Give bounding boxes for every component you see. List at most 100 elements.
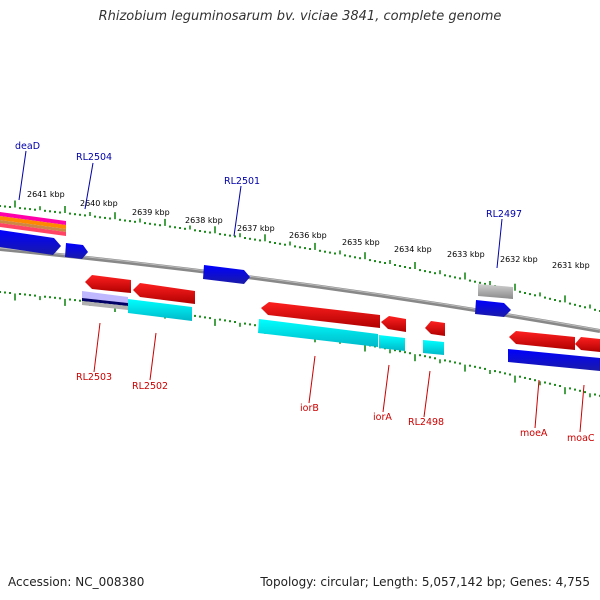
gene-arrow — [381, 316, 406, 332]
gene-label-RL2501: RL2501 — [224, 176, 260, 187]
minor-tick — [504, 372, 506, 375]
forward-strand-genes — [0, 230, 513, 317]
minor-tick — [69, 298, 71, 301]
minor-tick — [374, 260, 376, 263]
minor-tick — [94, 215, 96, 218]
minor-tick — [509, 373, 511, 376]
accession-text: Accession: NC_008380 — [8, 575, 145, 589]
minor-tick — [249, 237, 251, 240]
minor-tick — [89, 212, 91, 216]
major-tick — [464, 364, 466, 372]
minor-tick — [409, 352, 411, 355]
minor-tick — [479, 281, 481, 284]
minor-tick — [389, 349, 391, 354]
minor-tick — [199, 315, 201, 318]
minor-tick — [424, 270, 426, 273]
minor-tick — [529, 378, 531, 380]
scale-label: 2638 kbp — [185, 216, 223, 225]
minor-tick — [254, 324, 256, 327]
minor-tick — [109, 217, 111, 220]
gene-arrow — [0, 230, 61, 255]
minor-tick — [59, 211, 61, 214]
minor-tick — [334, 252, 336, 255]
minor-tick — [319, 249, 321, 252]
minor-tick — [9, 292, 11, 294]
minor-tick — [574, 388, 576, 391]
cds-features — [82, 291, 600, 371]
minor-tick — [149, 222, 151, 225]
gene-label-RL2503: RL2503 — [76, 372, 112, 383]
major-tick — [264, 234, 266, 242]
minor-tick — [44, 209, 46, 212]
minor-tick — [354, 256, 356, 259]
gene-label-moeA: moeA — [520, 428, 548, 439]
minor-tick — [249, 323, 251, 326]
minor-tick — [419, 269, 421, 272]
gene-arrow — [425, 321, 445, 336]
minor-tick — [469, 279, 471, 282]
minor-tick — [74, 213, 76, 216]
minor-tick — [479, 366, 481, 369]
minor-tick — [299, 246, 301, 249]
minor-tick — [474, 365, 476, 368]
minor-tick — [204, 230, 206, 233]
minor-tick — [394, 349, 396, 352]
major-tick — [514, 375, 516, 383]
minor-tick — [244, 237, 246, 239]
map-title: Rhizobium leguminosarum bv. viciae 3841,… — [98, 9, 502, 24]
major-tick — [64, 298, 66, 306]
major-tick — [114, 212, 116, 220]
minor-tick — [324, 250, 326, 253]
scale-label: 2639 kbp — [132, 208, 170, 217]
minor-tick — [439, 270, 441, 275]
minor-tick — [174, 226, 176, 229]
major-tick — [14, 200, 16, 208]
scale-label: 2635 kbp — [342, 238, 380, 247]
minor-tick — [204, 316, 206, 319]
minor-tick — [539, 381, 541, 386]
minor-tick — [589, 393, 591, 398]
deaD-feature — [0, 212, 66, 236]
gene-label-deaD: deaD — [15, 141, 40, 152]
minor-tick — [349, 255, 351, 258]
gene-label-RL2504: RL2504 — [76, 152, 112, 163]
minor-tick — [559, 300, 561, 303]
scale-label: 2640 kbp — [80, 199, 118, 208]
minor-tick — [254, 238, 256, 241]
minor-tick — [444, 274, 446, 277]
minor-tick — [454, 361, 456, 364]
minor-tick — [534, 379, 536, 382]
minor-tick — [49, 296, 51, 299]
minor-tick — [459, 362, 461, 365]
minor-tick — [74, 299, 76, 302]
minor-tick — [179, 227, 181, 229]
minor-tick — [159, 224, 161, 227]
minor-tick — [9, 206, 11, 208]
scale-labels: 2641 kbp 2640 kbp 2639 kbp 2638 kbp 2637… — [27, 190, 590, 270]
gene-label-iorA: iorA — [373, 412, 392, 423]
minor-tick — [224, 233, 226, 236]
minor-tick — [404, 266, 406, 268]
gene-label-iorB: iorB — [300, 403, 319, 414]
label-leaders — [18, 150, 585, 433]
minor-tick — [449, 360, 451, 363]
scale-label: 2634 kbp — [394, 245, 432, 254]
minor-tick — [24, 207, 26, 210]
gene-arrow — [261, 302, 380, 328]
minor-tick — [144, 222, 146, 225]
minor-tick — [54, 296, 56, 299]
minor-tick — [329, 251, 331, 254]
minor-tick — [259, 239, 261, 242]
gene-arrow — [575, 337, 600, 352]
major-tick — [414, 354, 416, 362]
minor-tick — [279, 242, 281, 245]
minor-tick — [309, 248, 311, 250]
minor-tick — [99, 216, 101, 219]
minor-tick — [519, 290, 521, 293]
minor-tick — [489, 281, 491, 285]
minor-tick — [219, 233, 221, 236]
gene-labels-top: deaD RL2504 RL2501 RL2497 — [15, 141, 522, 220]
minor-tick — [194, 314, 196, 317]
major-tick — [364, 344, 366, 352]
gene-arrow — [65, 243, 88, 259]
